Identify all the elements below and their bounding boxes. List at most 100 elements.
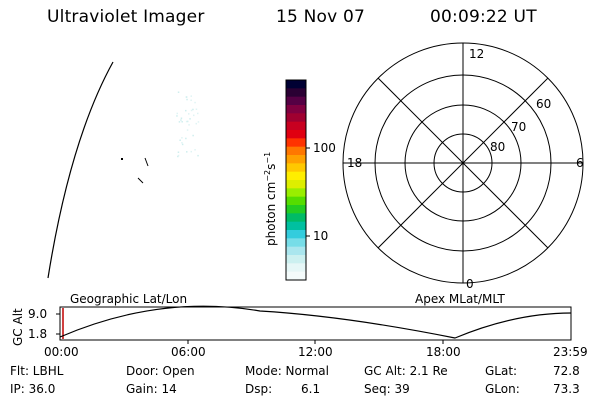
emission-speckle [185, 109, 187, 112]
polar-grid [342, 42, 584, 284]
emission-speckle [190, 99, 192, 101]
mode-status: Mode: Normal [245, 364, 329, 378]
emission-speckle [190, 109, 193, 112]
emission-speckle [178, 121, 181, 123]
glat-label: GLat: [485, 364, 518, 378]
colorbar-cell [286, 80, 306, 89]
mlt-label-18: 18 [347, 156, 363, 170]
timeline-xtick-label: 06:00 [171, 345, 206, 359]
glon-value: 73.3 [553, 382, 580, 396]
timeline-frame [59, 306, 572, 341]
colorbar-cell [286, 138, 306, 148]
colorbar-cell [286, 96, 306, 106]
timeline-right-label: Apex MLat/MLT [415, 292, 505, 306]
colorbar-frame [285, 79, 307, 281]
emission-speckle [180, 117, 183, 119]
emission-speckle [197, 154, 199, 157]
colorbar-cell [286, 255, 306, 264]
timeline-ytick-label: 1.8 [28, 327, 48, 341]
colorbar-units-label: photon cm−2s−1 [263, 151, 278, 246]
emission-speckle [177, 91, 180, 93]
colorbar-cell [286, 105, 306, 114]
colorbar-cell [286, 271, 306, 281]
emission-speckle [181, 142, 183, 144]
emission-speckle [189, 118, 191, 120]
emission-speckle [185, 137, 187, 140]
colorbar-cell [286, 88, 306, 98]
image-artifact [137, 177, 144, 184]
emission-speckle [197, 121, 200, 123]
colorbar-cell [286, 221, 306, 231]
emission-speckle [190, 150, 192, 153]
mlt-label-6: 6 [576, 156, 584, 170]
timeline-left-label: Geographic Lat/Lon [70, 292, 188, 306]
observation-date: 15 Nov 07 [276, 7, 366, 27]
emission-speckle [181, 143, 184, 146]
ip-status: IP: 36.0 [10, 382, 56, 396]
colorbar-cell [286, 121, 306, 131]
colorbar-cell [286, 238, 306, 248]
emission-speckle [186, 120, 189, 123]
emission-speckle [176, 115, 178, 117]
emission-speckle [194, 149, 196, 151]
colorbar-cell [286, 180, 306, 189]
colorbar-cell [286, 163, 306, 173]
seq-status: Seq: 39 [364, 382, 410, 396]
emission-speckle [185, 96, 188, 98]
emission-speckle [194, 101, 196, 104]
gain-status: Gain: 14 [126, 382, 177, 396]
lat-label-70: 70 [511, 120, 527, 134]
lat-label-80: 80 [490, 140, 506, 154]
colorbar-cell [286, 155, 306, 164]
dsp-value: 6.1 [301, 382, 321, 396]
colorbar-cell [286, 213, 306, 223]
colorbar-cell [286, 205, 306, 214]
colorbar-cell [286, 246, 306, 256]
observation-time: 00:09:22 UT [430, 7, 537, 27]
emission-speckle [181, 137, 183, 139]
emission-speckle [177, 155, 179, 158]
emission-speckle [197, 112, 199, 115]
emission-speckle [186, 98, 188, 101]
geographic-image [47, 61, 200, 279]
colorbar [285, 79, 310, 281]
mlt-label-0: 0 [466, 277, 474, 291]
colorbar-cell [286, 171, 306, 181]
lat-label-60: 60 [536, 97, 552, 111]
emission-speckle [192, 134, 194, 137]
emission-speckle [186, 151, 188, 153]
emission-speckle [193, 114, 195, 117]
emission-speckle [192, 108, 194, 111]
emission-speckle [190, 95, 192, 97]
earth-limb [47, 61, 114, 279]
mlt-label-12: 12 [469, 47, 485, 61]
emission-speckle [188, 124, 190, 126]
emission-speckle [185, 120, 188, 123]
colorbar-tick-label: 100 [313, 141, 336, 155]
dsp-label: Dsp: [245, 382, 273, 396]
colorbar-cell [286, 196, 306, 206]
emission-speckle [181, 121, 183, 123]
emission-speckle [177, 151, 180, 153]
timeline-plot [56, 305, 572, 344]
timeline-xtick-label: 00:00 [44, 345, 79, 359]
glon-label: GLon: [485, 382, 520, 396]
colorbar-cell [286, 113, 306, 123]
diagonal-ne-sw [377, 77, 549, 249]
emission-speckle [195, 122, 197, 125]
gc-alt-status: GC Alt: 2.1 Re [364, 364, 448, 378]
colorbar-cell [286, 230, 306, 239]
timeline-ytick-label: 9.0 [28, 307, 48, 321]
door-status: Door: Open [126, 364, 195, 378]
faint-emission [176, 91, 200, 158]
timeline-ylabel: GC Alt [11, 308, 25, 346]
colorbar-cell [286, 146, 306, 156]
colorbar-cell [286, 130, 306, 139]
timeline-xtick-label: 18:00 [426, 345, 461, 359]
emission-speckle [176, 112, 178, 115]
image-artifact [144, 157, 149, 167]
emission-speckle [188, 113, 190, 115]
emission-speckle [177, 154, 180, 157]
timeline-xtick-label: 23:59 [553, 345, 588, 359]
